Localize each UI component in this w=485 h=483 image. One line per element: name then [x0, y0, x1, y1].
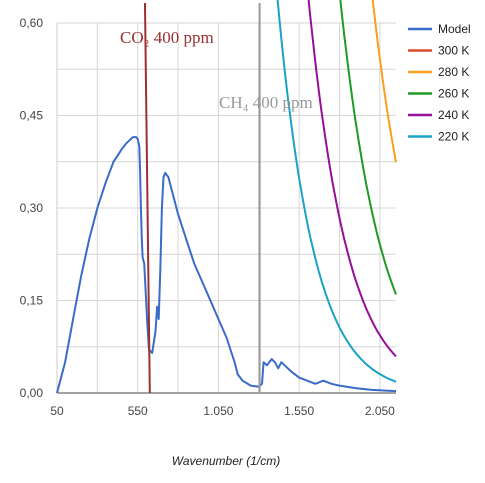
y-tick-label: 0,30 — [20, 201, 44, 215]
x-axis-label: Wavenumber (1/cm) — [172, 454, 280, 468]
legend-entry-label: 260 K — [438, 87, 469, 101]
axis-ticks: 0,00 0,15 0,30 0,45 0,60 50 550 1.050 1.550 2.050 — [20, 16, 396, 418]
y-tick-label: 0,00 — [20, 386, 44, 400]
x-tick-label: 1.550 — [284, 404, 314, 418]
y-tick-label: 0,45 — [20, 109, 44, 123]
y-tick-label: 0,60 — [20, 16, 44, 30]
series-line-model — [56, 136, 397, 394]
legend: Model 300 K 280 K 260 K 240 K 220 K — [408, 22, 471, 144]
series-lines — [56, 0, 397, 394]
series-line-260-k — [339, 0, 397, 295]
x-tick-label: 1.050 — [203, 404, 233, 418]
legend-entry-label: Model — [438, 22, 471, 36]
series-line-220-k — [276, 0, 397, 383]
x-tick-label: 2.050 — [365, 404, 395, 418]
legend-entry-label: 280 K — [438, 65, 469, 79]
y-tick-label: 0,15 — [20, 294, 44, 308]
annotation-label: CH₄ 400 ppm — [219, 93, 313, 112]
annotation-label: CO₂ 400 ppm — [120, 28, 214, 47]
legend-entry-label: 240 K — [438, 108, 469, 122]
series-line-280-k — [371, 0, 397, 163]
annotation-lines: CO₂ 400 ppm CH₄ 400 ppm — [120, 2, 313, 394]
annotation-line — [143, 2, 151, 394]
legend-entry-label: 220 K — [438, 130, 469, 144]
x-tick-label: 50 — [50, 404, 64, 418]
legend-entry-label: 300 K — [438, 44, 469, 58]
series-line-240-k — [307, 0, 397, 358]
x-tick-label: 550 — [128, 404, 148, 418]
